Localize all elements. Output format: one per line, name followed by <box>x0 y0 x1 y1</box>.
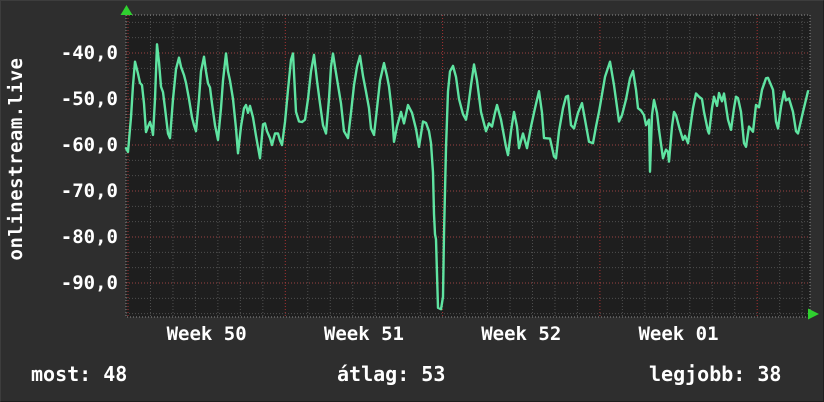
y-axis-arrow-icon <box>120 5 133 15</box>
x-axis-arrow-icon <box>808 308 819 320</box>
stat-current: most: 48 <box>31 362 128 386</box>
plot-frame <box>125 14 811 318</box>
x-tick-label-week01: Week 01 <box>638 323 719 345</box>
plot-area <box>126 15 810 317</box>
y-tick-label: -70,0 <box>60 180 118 202</box>
y-tick-label: -90,0 <box>60 272 118 294</box>
y-tick-label: -80,0 <box>60 226 118 248</box>
series-line <box>124 43 810 311</box>
stat-average: átlag: 53 <box>337 362 446 386</box>
y-tick-label: -40,0 <box>60 42 118 64</box>
x-tick-label-week51: Week 51 <box>323 323 404 345</box>
x-tick-label-week50: Week 50 <box>166 323 247 345</box>
y-tick-label: -50,0 <box>60 88 118 110</box>
y-tick-label: -60,0 <box>60 134 118 156</box>
stat-best: legjobb: 38 <box>649 362 782 386</box>
x-tick-label-week52: Week 52 <box>481 323 562 345</box>
